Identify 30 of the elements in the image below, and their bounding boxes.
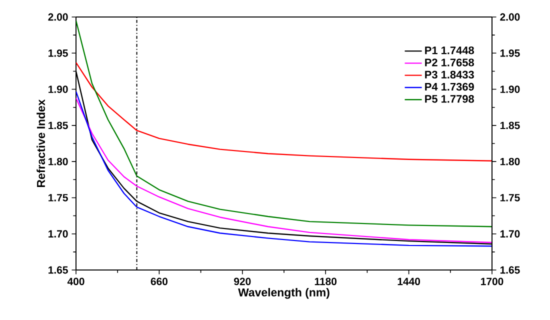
x-tick-label: 920	[234, 278, 251, 286]
y-tick-label: 2.00	[48, 13, 68, 21]
x-tick-label: 1700	[481, 278, 504, 286]
y-tick-label: 1.70	[48, 230, 68, 238]
line-series	[76, 20, 492, 228]
x-axis-title: Wavelength (nm)	[238, 288, 330, 299]
y2-tick-label: 1.65	[500, 266, 520, 274]
y-tick-label: 1.65	[48, 266, 68, 274]
y-tick-label: 1.90	[48, 86, 68, 93]
x-tick-label: 1440	[398, 278, 420, 286]
x-tick-label: 400	[67, 278, 84, 286]
legend-label: P2 1.7658	[425, 58, 474, 66]
y-axis-title: Refractive Index	[36, 99, 46, 187]
y2-tick-label: 1.80	[500, 158, 520, 166]
y-tick-label: 1.80	[48, 158, 68, 166]
y-tick-label: 1.95	[48, 49, 68, 57]
x-tick-label: 660	[150, 278, 168, 286]
legend-label: P4 1.7369	[425, 82, 474, 91]
y2-tick-label: 1.90	[500, 86, 520, 93]
y-tick-label: 1.75	[48, 194, 68, 202]
x-tick-label: 1180	[314, 278, 337, 286]
legend-label: P3 1.8433	[425, 70, 474, 79]
legend-label: P5 1.7798	[425, 95, 474, 103]
y2-tick-label: 1.75	[500, 194, 520, 202]
y2-tick-label: 1.70	[500, 230, 520, 238]
y2-tick-label: 1.95	[500, 49, 520, 57]
y2-tick-label: 1.85	[500, 122, 520, 130]
legend-label: P1 1.7448	[425, 46, 474, 54]
y2-tick-label: 2.00	[500, 13, 520, 21]
y-tick-label: 1.85	[48, 122, 68, 130]
